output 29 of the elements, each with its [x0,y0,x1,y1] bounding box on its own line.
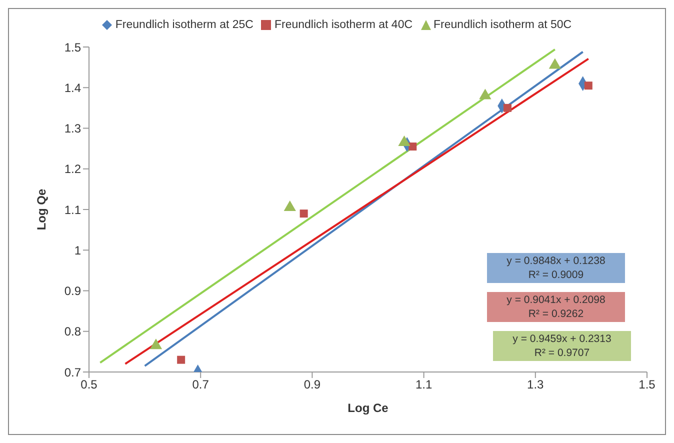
legend-label: Freundlich isotherm at 25C [114,19,254,31]
point [504,104,512,112]
point [150,338,162,350]
y-tick-label: 0.7 [64,365,82,380]
y-tick-label: 1 [74,243,82,258]
equation-box: y = 0.9848x + 0.1238 R² = 0.9009 [487,253,625,283]
point [408,142,417,151]
x-tick-label: 1.3 [527,378,544,392]
y-tick-label: 0.9 [64,284,82,298]
equation-box: y = 0.9041x + 0.2098 R² = 0.9262 [487,292,625,322]
x-tick-label: 0.5 [80,378,98,392]
y-tick-label: 1.2 [64,162,82,176]
point [584,82,592,90]
y-tick-label: 1.5 [64,40,82,54]
equation-box: y = 0.9459x + 0.2313 R² = 0.9707 [493,331,631,361]
y-tick-label: 1.3 [64,122,82,136]
y-tick-label: 1.1 [64,202,82,217]
point [284,200,296,211]
legend-label: Freundlich isotherm at 40C [273,19,413,31]
x-tick-label: 0.9 [304,378,321,392]
x-tick-label: 0.7 [192,378,210,392]
y-tick-label: 0.8 [64,324,82,339]
y-tick-label: 1.4 [64,80,82,95]
legend-label: Freundlich isotherm at 50C [432,19,572,31]
x-tick-label: 1.5 [638,378,656,392]
x-axis-title: Log Ce [348,401,389,415]
x-tick-label: 1.1 [415,378,432,392]
y-axis-title: Log Qe [34,188,48,230]
point [300,210,308,218]
